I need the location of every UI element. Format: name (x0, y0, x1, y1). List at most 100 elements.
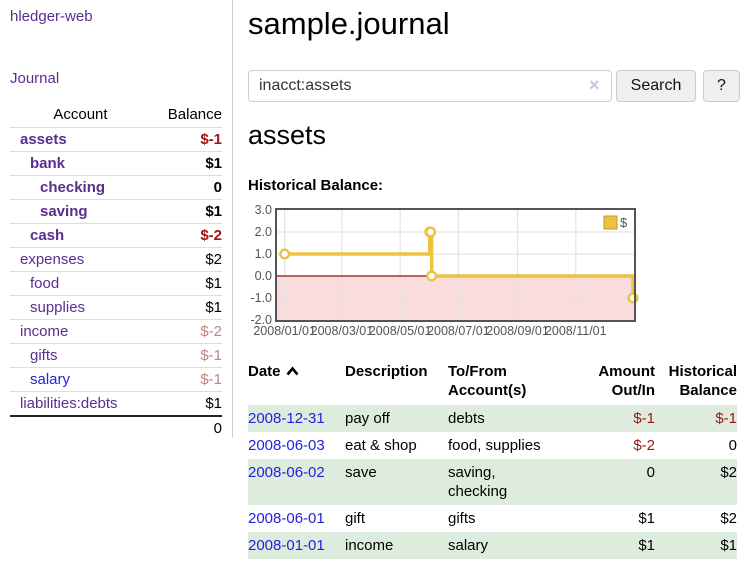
transaction-date-link[interactable]: 2008-06-03 (248, 437, 325, 454)
accounts-total-value: 0 (150, 415, 222, 440)
account-link-bank[interactable]: bank (30, 155, 66, 172)
account-row-bank: bank $1 (10, 151, 222, 176)
transaction-balance: $1 (720, 537, 737, 554)
account-link-saving[interactable]: saving (40, 203, 88, 220)
transaction-accounts: salary (448, 537, 489, 554)
search-button[interactable]: Search (616, 70, 696, 102)
register-header-row: Date Description To/From Account(s) Amou… (248, 360, 737, 405)
account-link-gifts[interactable]: gifts (30, 347, 58, 364)
svg-text:0.0: 0.0 (255, 269, 272, 283)
transaction-accounts: food, supplies (448, 437, 541, 454)
account-balance: $1 (150, 151, 222, 176)
table-row: 2008-01-01 income salary $1 $1 (248, 532, 737, 559)
account-balance: $-2 (150, 319, 222, 344)
accounts-table-header: Account Balance (10, 103, 222, 128)
clear-search-icon[interactable]: × (589, 75, 600, 95)
svg-text:2008/07/01: 2008/07/01 (427, 324, 490, 338)
svg-text:-1.0: -1.0 (250, 291, 272, 305)
account-row-supplies: supplies $1 (10, 295, 222, 320)
account-link-liabilities-debts[interactable]: liabilities:debts (20, 395, 118, 412)
account-link-checking[interactable]: checking (40, 179, 106, 196)
transaction-accounts: saving, checking (448, 464, 508, 500)
help-button[interactable]: ? (703, 70, 740, 102)
chart-section-label: Historical Balance: (248, 177, 384, 194)
account-balance: $1 (150, 295, 222, 320)
account-link-salary[interactable]: salary (30, 371, 71, 388)
transaction-description: eat & shop (345, 437, 417, 454)
svg-text:3.0: 3.0 (255, 203, 272, 217)
transaction-balance: $-1 (715, 410, 737, 427)
table-row: 2008-06-03 eat & shop food, supplies $-2… (248, 432, 737, 459)
account-balance: $1 (150, 391, 222, 416)
transaction-description: income (345, 537, 394, 554)
transaction-accounts: debts (448, 410, 485, 427)
account-heading: assets (248, 120, 327, 150)
transaction-amount: $1 (638, 537, 655, 554)
account-row-cash: cash $-2 (10, 223, 222, 248)
svg-text:2.0: 2.0 (255, 225, 272, 239)
app-title-link[interactable]: hledger-web (10, 8, 93, 25)
svg-text:2008/11/01: 2008/11/01 (545, 324, 607, 338)
svg-text:2008/09/01: 2008/09/01 (486, 324, 549, 338)
account-balance: $2 (150, 247, 222, 272)
account-balance: $1 (150, 199, 222, 224)
register-header-date[interactable]: Date (248, 360, 345, 405)
transaction-description: pay off (345, 410, 390, 427)
transaction-amount: $1 (638, 510, 655, 527)
search-input[interactable] (248, 70, 612, 102)
table-row: 2008-06-02 save saving, checking 0 $2 (248, 459, 737, 505)
search-form: × Search ? (248, 70, 740, 102)
transaction-amount: $-1 (633, 410, 655, 427)
register-header-description: Description (345, 363, 428, 380)
svg-text:$: $ (620, 215, 628, 230)
account-link-cash[interactable]: cash (30, 227, 65, 244)
account-row-gifts: gifts $-1 (10, 343, 222, 368)
transaction-description: save (345, 464, 377, 481)
account-balance: $-1 (150, 127, 222, 152)
account-row-liabilities-debts: liabilities:debts $1 (10, 391, 222, 416)
account-balance: $-1 (150, 367, 222, 392)
account-link-food[interactable]: food (30, 275, 60, 292)
account-row-salary: salary $-1 (10, 367, 222, 392)
historical-balance-chart: $3.0 2.0 1.0 0.0 -1.0 -2.0 2008/01/01 2008/03/0… (242, 199, 742, 344)
table-row: 2008-06-01 gift gifts $1 $2 (248, 505, 737, 532)
page-title: sample.journal (248, 6, 450, 41)
transaction-date-link[interactable]: 2008-06-01 (248, 510, 325, 527)
svg-text:-2.0: -2.0 (250, 313, 272, 327)
account-row-expenses: expenses $2 (10, 247, 222, 272)
account-row-food: food $1 (10, 271, 222, 296)
transaction-date-link[interactable]: 2008-12-31 (248, 410, 325, 427)
account-balance: $-2 (150, 223, 222, 248)
transaction-amount: 0 (646, 464, 655, 481)
sidebar: hledger-web Journal Account Balance asse… (0, 0, 233, 440)
register-table: Date Description To/From Account(s) Amou… (248, 360, 737, 559)
accounts-total-row: 0 (10, 415, 222, 440)
chart-canvas: $3.0 2.0 1.0 0.0 -1.0 -2.02008/01/012008/03/0… (250, 203, 639, 338)
account-balance: $1 (150, 271, 222, 296)
account-row-checking: checking 0 (10, 175, 222, 200)
transaction-amount: $-2 (633, 437, 655, 454)
account-link-supplies[interactable]: supplies (30, 299, 86, 316)
table-row: 2008-12-31 pay off debts $-1 $-1 (248, 405, 737, 432)
transaction-balance: $2 (720, 464, 737, 481)
account-link-expenses[interactable]: expenses (20, 251, 85, 268)
transaction-description: gift (345, 510, 366, 527)
sidebar-item-journal[interactable]: Journal (10, 70, 60, 87)
register-header-balance: Historical Balance (668, 363, 737, 399)
account-row-income: income $-2 (10, 319, 222, 344)
account-row-saving: saving $1 (10, 199, 222, 224)
account-column-header: Account (53, 106, 108, 123)
account-link-assets[interactable]: assets (20, 131, 67, 148)
svg-text:1.0: 1.0 (255, 247, 272, 261)
account-row-assets: assets $-1 (10, 127, 222, 152)
svg-text:2008/01/01: 2008/01/01 (253, 324, 316, 338)
register-header-accounts: To/From Account(s) (448, 363, 527, 399)
svg-text:2008/05/01: 2008/05/01 (369, 324, 432, 338)
svg-text:2008/03/01: 2008/03/01 (311, 324, 374, 338)
transaction-date-link[interactable]: 2008-01-01 (248, 537, 325, 554)
transaction-date-link[interactable]: 2008-06-02 (248, 464, 325, 481)
accounts-table: Account Balance assets $-1 bank $1 check… (10, 103, 222, 440)
account-link-income[interactable]: income (20, 323, 69, 340)
account-balance: 0 (150, 175, 222, 200)
register-header-amount: Amount Out/In (598, 363, 655, 399)
